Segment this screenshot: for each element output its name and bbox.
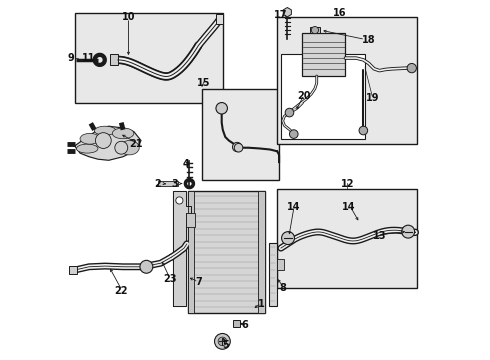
Polygon shape (74, 126, 141, 160)
Circle shape (232, 142, 242, 152)
Ellipse shape (120, 140, 139, 155)
Text: 21: 21 (129, 139, 143, 149)
Text: 11: 11 (82, 53, 96, 63)
Bar (269, 243, 276, 306)
Circle shape (115, 141, 128, 154)
Text: 14: 14 (287, 202, 300, 212)
Circle shape (311, 27, 318, 34)
Circle shape (140, 260, 153, 273)
Text: 16: 16 (333, 8, 347, 18)
FancyBboxPatch shape (233, 320, 240, 327)
Bar (277, 17, 417, 144)
Text: 1: 1 (258, 299, 265, 309)
Circle shape (359, 126, 368, 135)
Circle shape (290, 130, 298, 138)
Bar (302, 33, 345, 76)
Bar (186, 213, 195, 227)
Polygon shape (172, 192, 191, 306)
Text: 7: 7 (195, 277, 202, 287)
Bar (310, 27, 320, 33)
Text: 18: 18 (362, 35, 375, 45)
Bar (281, 54, 365, 139)
Text: 13: 13 (373, 231, 386, 240)
FancyBboxPatch shape (110, 54, 119, 65)
Bar (216, 14, 223, 24)
Text: 9: 9 (68, 53, 74, 63)
Text: 5: 5 (222, 340, 229, 350)
Circle shape (282, 231, 294, 244)
Text: 22: 22 (115, 286, 128, 296)
Bar (74, 13, 223, 103)
Bar (277, 189, 417, 288)
Text: 20: 20 (297, 91, 311, 101)
Text: 2: 2 (154, 179, 161, 189)
Text: 19: 19 (366, 93, 379, 103)
Text: 23: 23 (163, 274, 176, 284)
Text: 4: 4 (182, 159, 189, 169)
Text: 10: 10 (122, 12, 135, 22)
Bar (188, 191, 265, 313)
Text: 14: 14 (342, 202, 356, 212)
Ellipse shape (80, 134, 100, 144)
Ellipse shape (95, 126, 116, 135)
Circle shape (402, 225, 415, 238)
Text: 15: 15 (197, 78, 211, 88)
Circle shape (218, 337, 227, 346)
Bar (276, 259, 284, 270)
Bar (69, 266, 77, 274)
Circle shape (407, 63, 416, 73)
Bar (202, 89, 279, 180)
Bar (158, 181, 178, 186)
Circle shape (234, 143, 243, 152)
Ellipse shape (112, 128, 134, 139)
Text: 8: 8 (279, 283, 286, 293)
Circle shape (216, 103, 227, 114)
Bar (258, 191, 265, 313)
Text: 17: 17 (274, 10, 288, 20)
Text: 6: 6 (242, 320, 248, 330)
Circle shape (285, 108, 294, 117)
Circle shape (176, 197, 183, 204)
Ellipse shape (76, 144, 98, 153)
Text: 12: 12 (341, 179, 354, 189)
Text: 3: 3 (172, 179, 178, 189)
Circle shape (96, 133, 111, 148)
Bar (188, 191, 194, 313)
Circle shape (215, 333, 230, 349)
